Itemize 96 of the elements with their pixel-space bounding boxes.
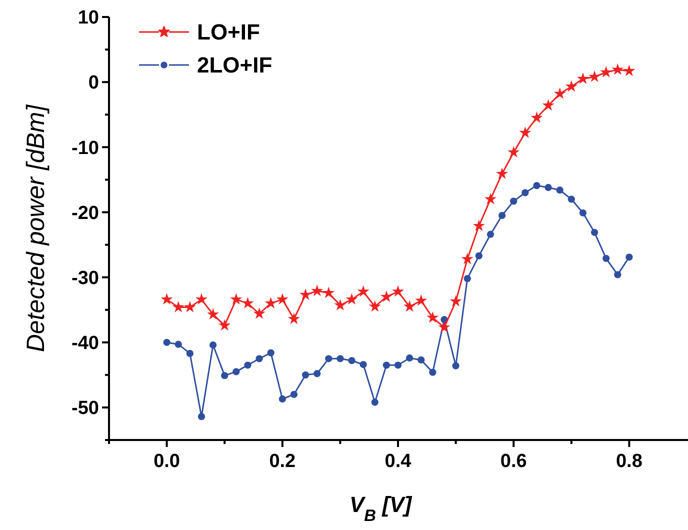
point	[253, 307, 266, 319]
point	[472, 220, 485, 232]
point	[519, 126, 532, 138]
point	[475, 252, 482, 260]
point	[322, 286, 335, 298]
point	[614, 271, 622, 278]
point	[264, 297, 277, 308]
point	[544, 184, 552, 192]
point	[429, 368, 436, 376]
point	[415, 294, 428, 306]
point	[484, 192, 496, 204]
point	[498, 212, 506, 220]
point	[542, 99, 554, 111]
x-tick-label: 0.4	[384, 451, 412, 472]
point	[290, 390, 298, 398]
y-tick-label: -20	[72, 202, 99, 224]
point	[195, 293, 208, 305]
point	[174, 340, 182, 348]
y-tick-label: -30	[72, 268, 99, 289]
point	[588, 70, 601, 82]
point	[288, 312, 300, 324]
point	[576, 72, 589, 84]
y-tick-label: 0	[88, 72, 99, 94]
point	[256, 355, 263, 362]
point	[626, 254, 633, 261]
point	[302, 371, 310, 378]
point	[278, 395, 286, 403]
point	[371, 398, 378, 406]
point	[221, 372, 228, 380]
point	[404, 300, 416, 312]
point	[172, 300, 184, 312]
point	[556, 186, 564, 194]
y-tick-label: -40	[72, 333, 99, 354]
point	[186, 350, 194, 358]
point	[623, 64, 636, 76]
point	[554, 87, 566, 99]
point	[522, 189, 529, 196]
point	[346, 293, 358, 305]
point	[590, 228, 598, 236]
point	[368, 300, 381, 312]
point	[530, 112, 543, 123]
point	[533, 182, 540, 190]
y-tick-label: -10	[72, 138, 99, 159]
point	[612, 63, 624, 75]
point	[209, 341, 217, 349]
point	[160, 293, 173, 305]
point	[207, 308, 220, 320]
point	[486, 230, 494, 238]
point	[184, 300, 196, 312]
x-tick-label: 0.8	[616, 451, 642, 472]
point	[461, 252, 474, 264]
point	[244, 362, 252, 369]
point	[600, 66, 612, 78]
point	[418, 356, 425, 364]
point	[510, 198, 518, 205]
x-tick-label: 0.0	[154, 451, 180, 472]
point	[568, 196, 575, 203]
x-axis-title: V$_{B}$ [V]	[349, 492, 412, 525]
point	[382, 362, 390, 369]
point	[464, 275, 471, 282]
y-tick-label: 10	[78, 8, 99, 29]
point	[348, 357, 356, 364]
point	[496, 168, 508, 179]
point	[360, 360, 367, 368]
point	[311, 284, 324, 296]
point	[426, 311, 439, 323]
point	[602, 254, 610, 262]
point	[394, 362, 402, 369]
point	[314, 370, 321, 378]
point	[242, 297, 254, 308]
point	[579, 209, 587, 216]
point	[438, 321, 450, 333]
point	[565, 80, 578, 92]
y-tick-label: -50	[72, 398, 99, 420]
legend-label: LO+IF	[197, 20, 260, 45]
point	[357, 285, 370, 297]
point	[198, 413, 206, 420]
point	[232, 368, 240, 376]
point	[276, 293, 288, 305]
y-axis-title: Detected power [dBm]	[22, 104, 50, 352]
point	[452, 362, 460, 370]
point	[392, 285, 404, 297]
point	[508, 146, 520, 158]
point	[325, 355, 332, 362]
point	[334, 298, 346, 310]
point	[380, 290, 392, 302]
point	[336, 355, 344, 362]
x-tick-label: 0.6	[500, 451, 527, 472]
point	[450, 295, 462, 307]
x-tick-label: 0.2	[269, 451, 296, 472]
point	[218, 319, 231, 331]
point	[406, 354, 414, 362]
legend-label: 2LO+IF	[197, 52, 272, 78]
point	[163, 338, 170, 346]
point	[230, 293, 242, 305]
point	[267, 349, 274, 356]
